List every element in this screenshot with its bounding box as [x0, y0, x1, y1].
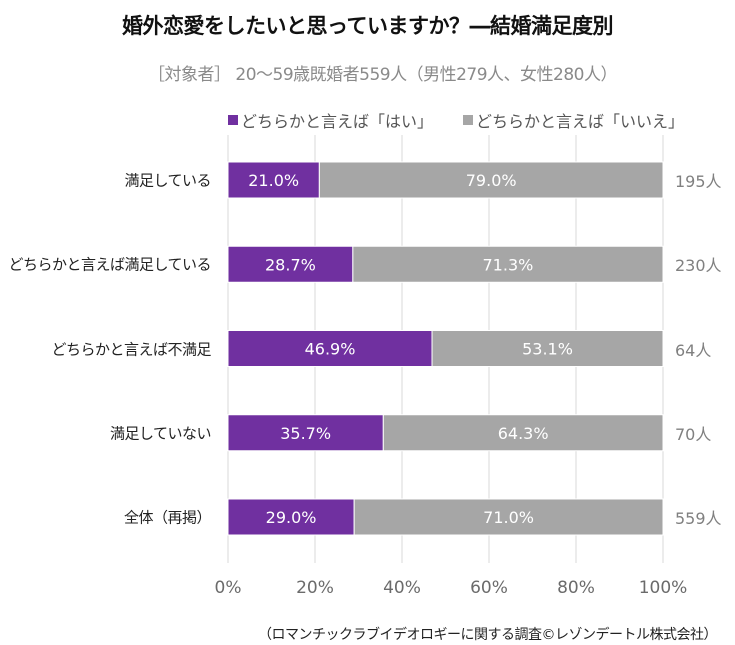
- bar-no-1: [352, 245, 664, 283]
- x-tick-label-40: 40%: [383, 578, 421, 598]
- legend-swatch-yes: [228, 115, 238, 125]
- bar-yes-4: [227, 498, 355, 536]
- bar-yes-2: [227, 330, 433, 367]
- bar-yes-3: [227, 414, 384, 452]
- x-tick-label-0: 0%: [214, 578, 242, 598]
- data-label-yes-4: 29.0%: [266, 508, 317, 527]
- chart-title: 婚外恋愛をしたいと思っていますか？―結婚満足度別: [122, 14, 613, 38]
- category-label-3: 満足していない: [109, 424, 212, 443]
- count-label-0: 195人: [675, 172, 722, 191]
- bar-no-2: [431, 330, 664, 367]
- count-label-4: 559人: [675, 509, 722, 528]
- data-label-no-0: 79.0%: [466, 171, 517, 190]
- data-label-no-1: 71.3%: [483, 255, 534, 274]
- count-label-1: 230人: [675, 256, 722, 276]
- data-label-yes-1: 28.7%: [265, 255, 316, 274]
- bar-no-4: [353, 498, 664, 536]
- legend-label-yes: どちらかと言えば「はい」: [241, 112, 434, 131]
- count-label-2: 64人: [675, 340, 712, 360]
- bar-no-0: [318, 161, 664, 199]
- category-label-4: 全体（再掲）: [123, 508, 212, 527]
- category-label-1: どちらかと言えば満足している: [8, 255, 211, 274]
- data-label-no-2: 53.1%: [522, 340, 573, 359]
- x-tick-label-20: 20%: [296, 578, 334, 598]
- category-label-0: 満足している: [124, 171, 211, 190]
- chart-subtitle: ［対象者］ 20～59歳既婚者559人（男性279人、女性280人）: [147, 65, 618, 85]
- category-label-2: どちらかと言えば不満足: [51, 340, 211, 358]
- x-tick-label-80: 80%: [557, 578, 595, 598]
- data-label-yes-0: 21.0%: [248, 171, 299, 190]
- data-label-no-3: 64.3%: [498, 424, 549, 443]
- source-note: （ロマンチックラブイデオロギーに関する調査©レゾンデートル株式会社）: [258, 627, 718, 643]
- bar-yes-1: [227, 245, 354, 283]
- legend-swatch-no: [463, 115, 474, 125]
- legend: どちらかと言えば「はい」 どちらかと言えば「いいえ」: [228, 108, 684, 132]
- legend-item-yes: どちらかと言えば「はい」: [228, 108, 433, 132]
- count-label-3: 70人: [675, 424, 712, 444]
- x-tick-label-60: 60%: [470, 578, 508, 598]
- bar-no-3: [382, 414, 664, 452]
- data-label-yes-2: 46.9%: [305, 340, 356, 359]
- data-label-yes-3: 35.7%: [280, 424, 331, 443]
- legend-label-no: どちらかと言えば「いいえ」: [476, 112, 685, 131]
- x-tick-label-100: 100%: [638, 578, 688, 598]
- legend-item-no: どちらかと言えば「いいえ」: [463, 108, 684, 132]
- data-label-no-4: 71.0%: [483, 508, 534, 527]
